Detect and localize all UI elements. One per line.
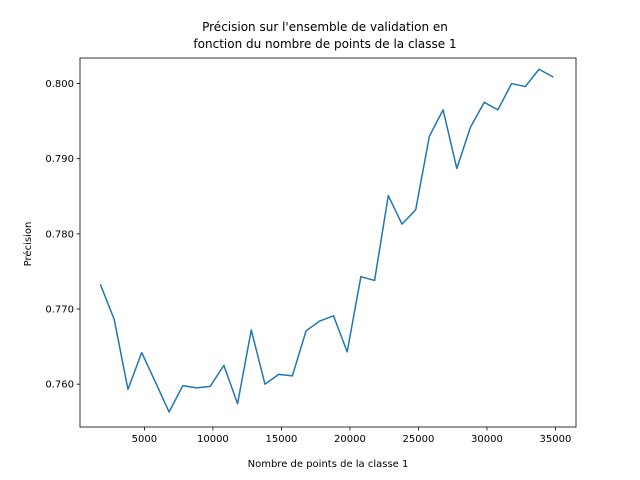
x-tick-label: 25000 xyxy=(403,434,435,445)
y-tick-label: 0.760 xyxy=(45,380,74,391)
y-tick-label: 0.800 xyxy=(45,79,74,90)
x-tick-label: 5000 xyxy=(132,434,157,445)
x-tick-label: 35000 xyxy=(540,434,572,445)
y-tick-label: 0.770 xyxy=(45,305,74,316)
x-axis-label: Nombre de points de la classe 1 xyxy=(248,459,409,470)
y-axis: 0.760 0.770 0.780 0.790 0.800 xyxy=(45,79,80,391)
x-tick-label: 20000 xyxy=(334,434,366,445)
y-axis-label: Précision xyxy=(22,222,34,267)
x-axis: 5000 10000 15000 20000 25000 30000 35000 xyxy=(132,427,572,445)
plot-area xyxy=(79,57,577,428)
chart-title-line-1: Précision sur l'ensemble de validation e… xyxy=(202,20,448,34)
chart-title-line-2: fonction du nombre de points de la class… xyxy=(193,37,456,51)
y-tick-label: 0.780 xyxy=(45,229,74,240)
y-tick-label: 0.790 xyxy=(45,154,74,165)
x-tick-label: 30000 xyxy=(471,434,503,445)
series-line-0 xyxy=(99,68,554,413)
x-tick-label: 10000 xyxy=(197,434,229,445)
x-tick-label: 15000 xyxy=(266,434,298,445)
plot-frame xyxy=(79,57,577,428)
